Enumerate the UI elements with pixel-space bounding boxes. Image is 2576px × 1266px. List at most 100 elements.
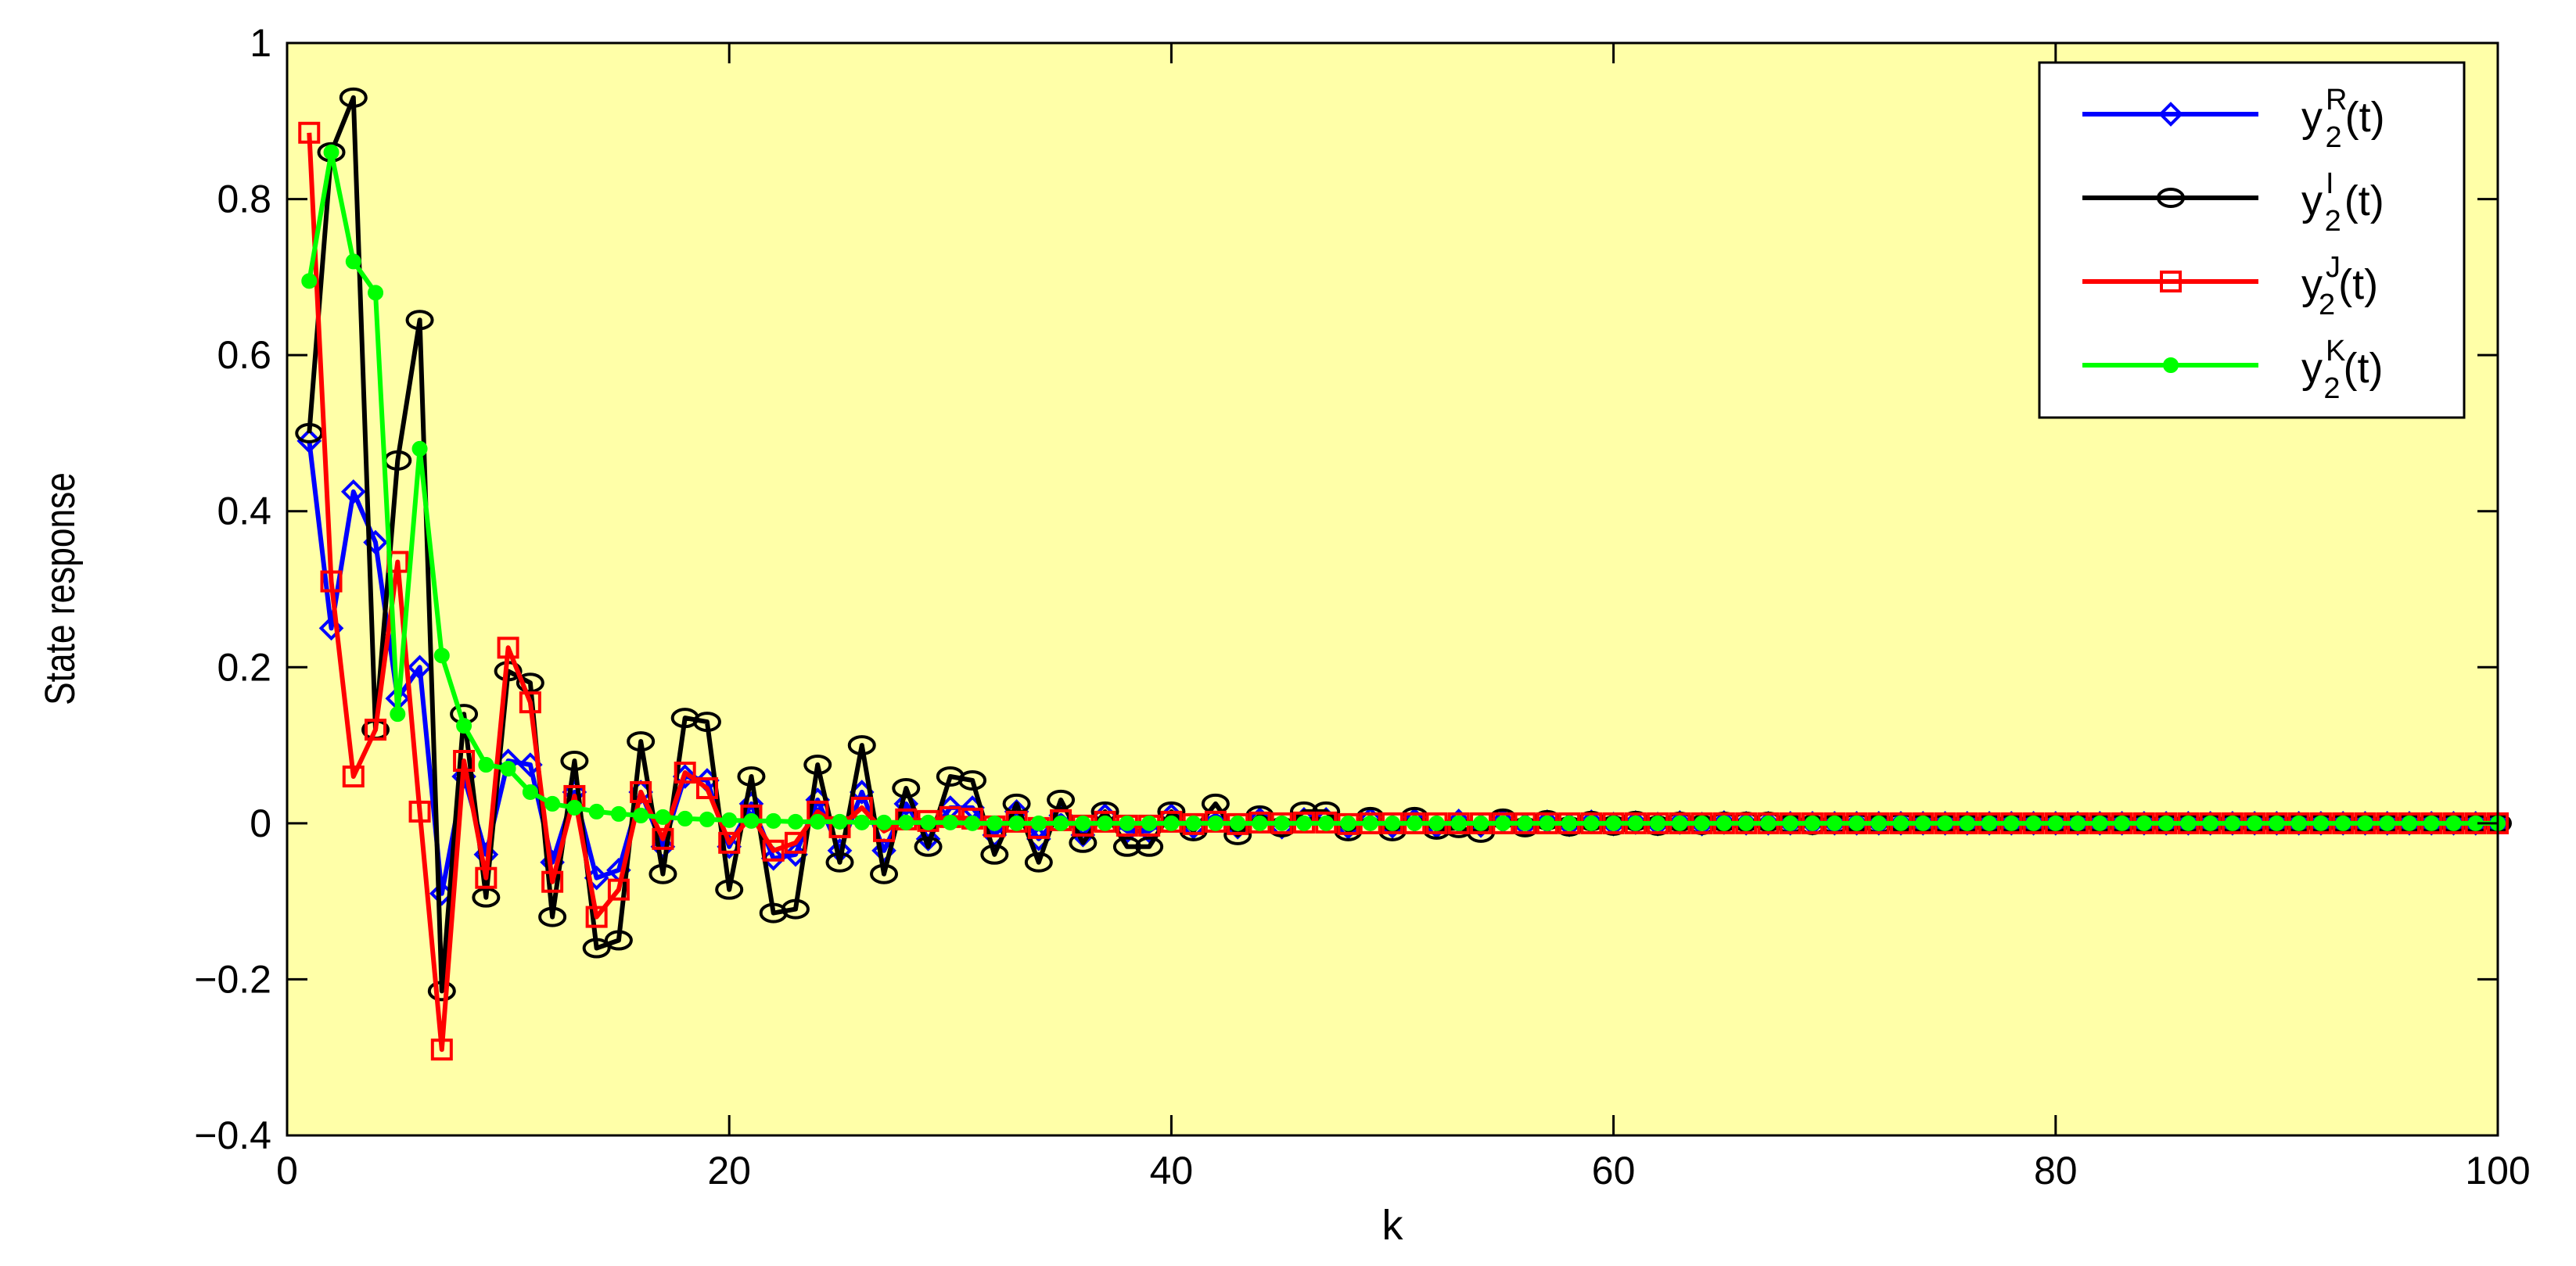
- data-point-K: [633, 807, 649, 823]
- data-point-K: [390, 706, 406, 723]
- data-point-K: [2247, 815, 2263, 831]
- data-point-K: [1030, 815, 1047, 831]
- data-point-K: [2025, 815, 2042, 831]
- data-point-K: [2312, 815, 2329, 831]
- data-point-K: [876, 814, 893, 830]
- legend-label-sub: 2: [2325, 205, 2341, 238]
- y-tick-label: 0.4: [217, 490, 271, 533]
- data-point-K: [1053, 815, 1069, 831]
- data-point-K: [1141, 815, 1158, 831]
- data-point-K: [743, 812, 760, 829]
- data-point-K: [2136, 815, 2152, 831]
- data-point-R: [340, 479, 366, 504]
- data-point-K: [787, 813, 803, 830]
- data-point-I: [737, 766, 766, 787]
- data-point-J: [408, 800, 431, 823]
- legend-label-sup: I: [2326, 167, 2334, 200]
- x-tick-label: 60: [1592, 1149, 1636, 1192]
- legend-label-sup: R: [2326, 84, 2347, 117]
- data-point-K: [1782, 815, 1798, 831]
- data-point-K: [1959, 815, 1975, 831]
- legend-entry-I: y I 2(t): [2082, 167, 2384, 238]
- data-point-R: [407, 655, 433, 680]
- data-point-R: [760, 845, 786, 871]
- legend-label-base: y: [2301, 178, 2323, 224]
- data-point-J: [784, 831, 807, 854]
- data-point-K: [965, 815, 981, 831]
- data-point-K: [853, 814, 870, 830]
- legend-entry-K: y K 2(t): [2082, 335, 2383, 405]
- data-point-J: [430, 1038, 453, 1061]
- y-tick-label: −0.2: [194, 957, 271, 1001]
- data-point-K: [1362, 815, 1378, 831]
- y-tick-label: 1: [250, 21, 271, 65]
- data-point-R: [1026, 826, 1051, 852]
- data-point-I: [781, 898, 810, 920]
- data-point-K: [2269, 815, 2285, 831]
- data-point-K: [566, 799, 583, 816]
- data-point-K: [1407, 815, 1423, 831]
- x-tick-label: 80: [2034, 1149, 2078, 1192]
- data-point-J: [607, 878, 630, 901]
- data-point-R: [296, 429, 322, 454]
- legend-label: y I 2(t): [2301, 167, 2384, 238]
- data-point-K: [986, 815, 1003, 831]
- data-point-J: [365, 719, 387, 741]
- data-point-K: [1295, 815, 1312, 831]
- data-point-K: [1760, 815, 1777, 831]
- legend-marker: [2157, 188, 2185, 208]
- data-point-K: [2423, 815, 2440, 831]
- y-tick-label: 0.2: [217, 645, 271, 689]
- data-point-J: [298, 121, 321, 144]
- data-point-J: [453, 750, 476, 773]
- legend-label-sup: J: [2326, 251, 2341, 284]
- data-point-K: [1428, 815, 1445, 831]
- data-point-K: [1252, 815, 1268, 831]
- data-point-K: [323, 144, 340, 160]
- data-point-K: [832, 813, 848, 830]
- data-point-I: [648, 863, 677, 884]
- data-point-K: [1605, 815, 1622, 831]
- data-point-K: [920, 814, 936, 830]
- data-point-K: [411, 440, 428, 457]
- legend-label-suffix: (t): [2338, 261, 2378, 308]
- data-point-K: [1495, 815, 1511, 831]
- data-point-K: [1119, 815, 1135, 831]
- data-point-K: [2003, 815, 2020, 831]
- data-point-K: [1583, 815, 1600, 831]
- data-point-J: [630, 780, 652, 803]
- data-point-K: [478, 757, 494, 773]
- data-point-K: [765, 812, 781, 829]
- data-point-I: [1047, 789, 1076, 810]
- data-point-K: [1207, 815, 1223, 831]
- data-point-K: [1694, 815, 1710, 831]
- data-point-K: [1672, 815, 1688, 831]
- legend-label: y R 2(t): [2301, 84, 2385, 154]
- data-point-K: [2357, 815, 2373, 831]
- data-point-K: [1827, 815, 1843, 831]
- data-point-K: [2158, 815, 2175, 831]
- data-point-J: [695, 776, 718, 799]
- data-point-K: [1185, 815, 1202, 831]
- data-point-K: [456, 718, 472, 734]
- data-point-K: [1318, 815, 1335, 831]
- data-point-J: [342, 765, 365, 787]
- data-point-K: [2070, 815, 2086, 831]
- data-point-K: [1450, 815, 1467, 831]
- data-point-I: [692, 712, 721, 733]
- data-point-K: [368, 285, 384, 301]
- legend-label-sub: 2: [2323, 372, 2340, 405]
- data-point-K: [345, 253, 361, 270]
- data-point-J: [585, 906, 608, 928]
- plot-frame: [286, 41, 2499, 1137]
- data-point-K: [544, 795, 561, 812]
- data-point-K: [699, 811, 715, 827]
- data-point-K: [1848, 815, 1865, 831]
- data-point-K: [2290, 815, 2307, 831]
- data-point-I: [803, 755, 832, 776]
- data-point-K: [2445, 815, 2462, 831]
- data-point-I: [405, 310, 434, 331]
- data-point-J: [762, 839, 785, 862]
- data-point-K: [810, 813, 826, 830]
- data-point-K: [1473, 815, 1489, 831]
